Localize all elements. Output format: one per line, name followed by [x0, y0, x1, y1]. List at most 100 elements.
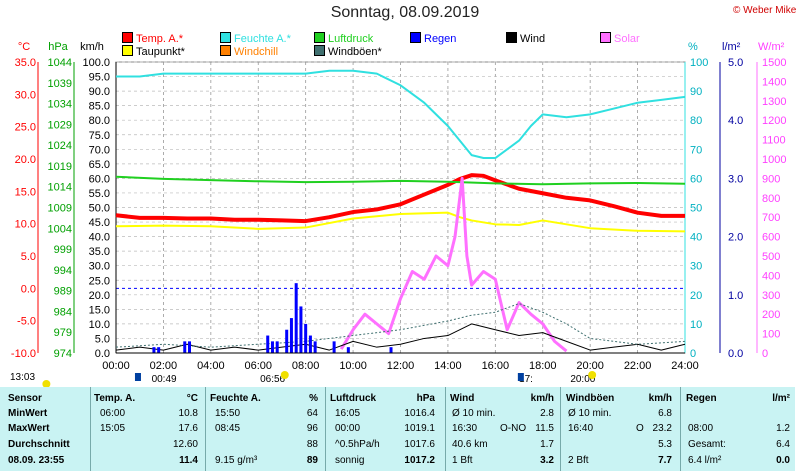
wind-tick: 65.0: [89, 159, 110, 171]
legend-label: Solar: [614, 33, 640, 45]
pressure-tick: 1024: [48, 140, 72, 152]
stats-table: Sensor Temp. A. °C Feuchte A.% Luftdruck hPa W…: [0, 387, 795, 471]
solar-tick: 100: [762, 329, 780, 341]
rain-bar: [157, 347, 161, 353]
solar-tick: 1100: [762, 135, 786, 147]
wind-info: Ø 10 min.: [452, 408, 496, 419]
legend-swatch: [314, 32, 325, 43]
temp-tick: 15.0: [15, 186, 36, 198]
stats-row-label: Durchschnitt: [8, 439, 70, 450]
x-tick-label: 10:00: [339, 360, 367, 372]
humidity-tick: 40: [690, 232, 702, 244]
solar-tick: 500: [762, 251, 780, 263]
pressure-value: 1019.1: [404, 423, 435, 434]
legend-item: Wind: [506, 32, 545, 45]
rain-bar: [299, 306, 303, 353]
gust-value: 6.8: [658, 408, 672, 419]
series-solar: [339, 176, 568, 353]
humidity-tick: 70: [690, 144, 702, 156]
solar-tick: 200: [762, 309, 780, 321]
humidity-time: 9.15 g/m³: [215, 455, 258, 466]
rain-tick: 2.0: [728, 232, 743, 244]
legend-item: Temp. A.*: [122, 32, 183, 45]
column-separator: [325, 387, 326, 471]
gust-info: 16:40: [568, 423, 594, 434]
humidity-tick: 60: [690, 173, 702, 185]
sunrise-icon: [280, 371, 289, 379]
temp-tick: -10.0: [11, 348, 36, 360]
series-luftdruck: [115, 175, 686, 186]
wind-direction: O-NO: [500, 423, 527, 434]
humidity-time: 08:45: [215, 423, 241, 434]
x-tick-label: 08:00: [292, 360, 320, 372]
pressure-tick: 1034: [48, 99, 72, 111]
series-taupunkt: [115, 211, 686, 233]
wind-tick: 45.0: [89, 217, 110, 229]
temp-tick: 25.0: [15, 122, 36, 134]
stats-row-label: MinWert: [8, 408, 48, 419]
legend-item: Feuchte A.*: [220, 32, 291, 45]
pressure-value: 1017.2: [404, 455, 435, 466]
temp-value: 12.60: [172, 439, 198, 450]
stats-header-unit: hPa: [416, 393, 435, 404]
humidity-tick: 80: [690, 115, 702, 127]
stats-header: Windböen: [566, 393, 615, 404]
legend-swatch: [122, 32, 133, 43]
rain-info: Gesamt:: [688, 439, 726, 450]
gust-info: 2 Bft: [568, 455, 589, 466]
wind-info: 40.6 km: [452, 439, 488, 450]
wind-tick: 5.0: [95, 333, 110, 345]
stats-header-unit: l/m²: [772, 393, 790, 404]
rain-value: 1.2: [776, 423, 790, 434]
solar-tick: 900: [762, 173, 780, 185]
solar-tick: 1300: [762, 96, 786, 108]
wind-tick: 20.0: [89, 290, 110, 302]
wind-tick: 25.0: [89, 275, 110, 287]
x-tick-label: 22:00: [624, 360, 652, 372]
legend-item: Windböen*: [314, 45, 382, 58]
moonset-icon: [517, 373, 524, 381]
rain-value: 6.4: [776, 439, 790, 450]
series-wind: [115, 323, 686, 351]
pressure-tick: 1039: [48, 78, 72, 90]
pressure-tick: 994: [54, 265, 72, 277]
rain-bar: [313, 341, 317, 353]
wind-tick: 85.0: [89, 101, 110, 113]
pressure-tick: 1019: [48, 161, 72, 173]
temp-tick: 20.0: [15, 154, 36, 166]
wind-tick: 10.0: [89, 319, 110, 331]
pressure-time: sonnig: [335, 455, 365, 466]
wind-tick: 55.0: [89, 188, 110, 200]
rain-bar: [183, 341, 187, 353]
rain-bar: [275, 341, 279, 353]
legend-label: Regen: [424, 33, 457, 45]
column-separator: [680, 387, 681, 471]
solar-tick: 400: [762, 270, 780, 282]
humidity-tick: 100: [690, 57, 708, 69]
solar-tick: 1000: [762, 154, 786, 166]
column-separator: [90, 387, 91, 471]
temp-time: 06:00: [100, 408, 126, 419]
wind-tick: 50.0: [89, 203, 110, 215]
wind-tick: 100.0: [82, 57, 110, 69]
wind-tick: 90.0: [89, 86, 110, 98]
x-tick-label: 02:00: [150, 360, 178, 372]
column-separator: [205, 387, 206, 471]
rain-bar: [289, 318, 293, 353]
stats-header-unit: %: [309, 393, 318, 404]
legend-label: Temp. A.*: [136, 33, 184, 45]
x-tick-label: 20:00: [576, 360, 604, 372]
humidity-value: 96: [306, 423, 318, 434]
wind-tick: 80.0: [89, 115, 110, 127]
pressure-time: 00:00: [335, 423, 361, 434]
gust-value: 23.2: [652, 423, 672, 434]
wind-tick: 30.0: [89, 261, 110, 273]
wind-info: 16:30: [452, 423, 478, 434]
wind-tick: 40.0: [89, 232, 110, 244]
weather-chart: 00:00 02:00 04:00 06:00 08:00 10:00 12:00 14:00…: [11, 41, 786, 387]
start-time: 13:03: [10, 372, 36, 383]
humidity-tick: 0: [690, 348, 696, 360]
humidity-tick: 50: [690, 203, 702, 215]
temp-time: 15:05: [100, 423, 126, 434]
temp-tick: -5.0: [17, 316, 36, 328]
